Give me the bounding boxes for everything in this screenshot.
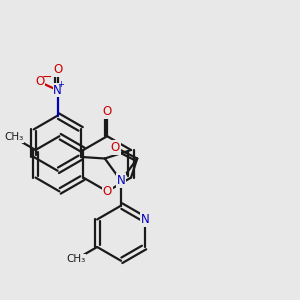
Text: O: O <box>53 63 62 76</box>
Text: CH₃: CH₃ <box>4 132 23 142</box>
Text: O: O <box>110 141 120 154</box>
Text: N: N <box>140 213 149 226</box>
Text: +: + <box>57 80 64 88</box>
Text: CH₃: CH₃ <box>66 254 85 264</box>
Text: O: O <box>103 185 112 198</box>
Text: N: N <box>53 84 62 97</box>
Text: O: O <box>103 105 112 118</box>
Text: −: − <box>41 71 52 84</box>
Text: O: O <box>35 76 44 88</box>
Text: N: N <box>117 174 125 187</box>
